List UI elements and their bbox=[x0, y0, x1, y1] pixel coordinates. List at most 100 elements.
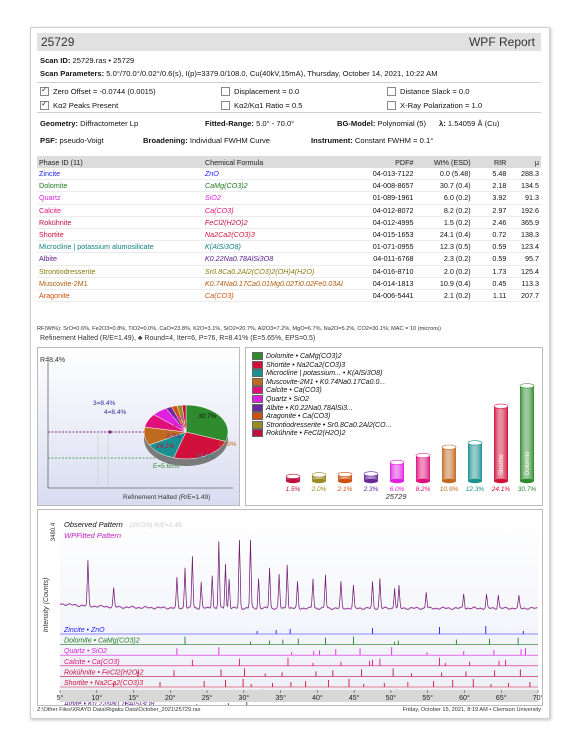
legend-text: Strontiodresserite • Sr0.8Ca0.2Al2(CO... bbox=[266, 421, 392, 429]
range-line: Fitted-Range: 5.0° - 70.0° bbox=[205, 119, 294, 128]
range-value: 5.0° - 70.0° bbox=[256, 119, 295, 128]
phase-rir: 2.97 bbox=[472, 204, 509, 217]
legend-swatch bbox=[252, 412, 263, 421]
col-header-2: PDF# bbox=[355, 156, 416, 168]
table-row: Albite K0.22Na0.78AlSi3O8 04-011-6768 2.3 (… bbox=[37, 252, 541, 266]
bar-shine bbox=[416, 455, 430, 481]
table-row: Zincite ZnO 04-013-7122 0.0 (5.48) 5.48 288.3 bbox=[37, 168, 541, 181]
geometry-value: Diffractometer Lp bbox=[80, 119, 139, 128]
legend-item: Microcline | potassium... • K(AlSi3O8) bbox=[252, 369, 382, 379]
scan-id-line: Scan ID: 25729.ras • 25729 bbox=[40, 56, 134, 65]
legend-swatch bbox=[252, 403, 263, 412]
round4-label: 4=8.4% bbox=[104, 409, 126, 416]
phase-rir: 1.73 bbox=[472, 265, 509, 278]
option-label: Kα2 Peaks Present bbox=[53, 101, 119, 110]
scan-params-value: 5.0°/70.0°/0.02°/0.6(s), I(p)=3379.0/108… bbox=[106, 69, 438, 78]
legend-text: Shortite • Na2Ca2(CO3)3 bbox=[266, 361, 346, 369]
file-path: Z:\Other Files\XRAYD Data\Rigaku Data\Oc… bbox=[37, 707, 201, 713]
instrument-line: Instrument: Constant FWHM = 0.1° bbox=[311, 136, 433, 145]
phase-wt: 6.0 (0.2) bbox=[415, 191, 473, 205]
phase-row-label: Calcite • Ca(CO3) bbox=[64, 659, 120, 666]
x-tick-label: 5° bbox=[57, 694, 64, 702]
legend-text: Dolomite • CaMg(CO3)2 bbox=[266, 352, 342, 360]
phase-formula: ZnO bbox=[202, 168, 356, 181]
fitted-legend: WPFitted Pattern bbox=[64, 531, 121, 540]
col-header-0: Phase ID (11) bbox=[37, 156, 203, 168]
option-checkbox[interactable] bbox=[40, 99, 49, 110]
bar-shine bbox=[390, 462, 404, 481]
option-checkbox[interactable] bbox=[221, 101, 230, 110]
option-checkbox[interactable] bbox=[221, 87, 230, 96]
option-6[interactable]: X-Ray Polarization = 1.0 bbox=[387, 101, 482, 110]
phase-rir: 0.59 bbox=[472, 252, 509, 266]
option-label: X-Ray Polarization = 1.0 bbox=[400, 101, 483, 110]
phase-mu: 113.3 bbox=[508, 277, 541, 290]
x-tick-label: 70° bbox=[533, 694, 542, 702]
x-axis-band bbox=[60, 690, 538, 702]
bar-value-label: 6.0% bbox=[390, 486, 405, 493]
legend-swatch bbox=[252, 352, 263, 360]
option-label: Zero Offset = -0.0744 (0.0015) bbox=[53, 87, 156, 96]
phase-wt: 2.0 (0.2) bbox=[415, 265, 473, 278]
phase-wt: 12.3 (0.5) bbox=[415, 240, 473, 254]
psf-line: PSF: pseudo-Voigt bbox=[40, 136, 104, 145]
convergence-panel: R=8.4% 3=8.4% 4=8.4% E=5.65% Refinement … bbox=[37, 347, 240, 506]
phase-name: Calcite bbox=[37, 204, 203, 217]
table-row: Microcline | potassium alumosilicate K(Al… bbox=[37, 240, 541, 254]
option-checkbox[interactable] bbox=[387, 87, 396, 96]
phase-formula: FeCl2(H2O)2 bbox=[202, 216, 356, 229]
legend-text: Calcite • Ca(CO3) bbox=[266, 387, 322, 395]
phase-rir: 3.92 bbox=[472, 191, 509, 205]
col-header-4: RIR bbox=[472, 156, 509, 168]
option-5[interactable]: Kα2/Kα1 Ratio = 0.5 bbox=[221, 101, 303, 110]
phase-name: Microcline | potassium alumosilicate bbox=[37, 240, 203, 254]
bar-value-label: 2.1% bbox=[337, 486, 353, 493]
option-4[interactable]: Kα2 Peaks Present bbox=[40, 99, 119, 110]
r-label: R=8.4% bbox=[40, 357, 65, 364]
lambda-line: λ: 1.54059 Å (Cu) bbox=[439, 119, 499, 128]
ghost-title: (25729) R/E=1.49 bbox=[130, 522, 182, 529]
legend-item: Shortite • Na2Ca2(CO3)3 bbox=[252, 360, 346, 371]
option-3[interactable]: Distance Slack = 0.0 bbox=[387, 87, 469, 96]
col-header-1: Chemical Formula bbox=[202, 156, 356, 168]
bar-base bbox=[416, 478, 430, 484]
refinement-status: Refinement Halted (R/E=1.49), ♣ Round=4,… bbox=[40, 335, 316, 342]
option-label: Distance Slack = 0.0 bbox=[400, 87, 470, 96]
pie-slice bbox=[181, 404, 187, 433]
legend-text: Albite • K0.22Na0.78AlSi3... bbox=[266, 404, 353, 412]
x-tick-label: 60° bbox=[459, 694, 470, 702]
bar-top bbox=[337, 471, 353, 477]
divider bbox=[37, 112, 541, 113]
legend-item: Calcite • Ca(CO3) bbox=[252, 386, 322, 396]
bg-value: Polynomial (5) bbox=[377, 119, 427, 128]
phase-formula: Ca(CO3) bbox=[202, 289, 356, 303]
phase-pdf: 04-015-1653 bbox=[355, 228, 416, 242]
bar-top bbox=[285, 473, 301, 479]
legend-item: Muscovite-2M1 • K0.74Na0.17Ca0.0... bbox=[252, 377, 385, 388]
phase-name: Aragonite bbox=[37, 289, 203, 303]
bar-name-label: Dolomite bbox=[525, 451, 531, 475]
phase-rir: 0.72 bbox=[472, 228, 509, 242]
phase-rir: 5.48 bbox=[472, 168, 509, 181]
table-row: Rokühnite FeCl2(H2O)2 04-012-4995 1.5 (0.2)… bbox=[37, 216, 541, 229]
bar-panel: Dolomite • CaMg(CO3)2 Shortite • Na2Ca2(C… bbox=[245, 347, 543, 506]
bar-chart: 1.5% 2.0% 2.1% 2.3% 6.0% 8.2% 10.9% 12.3% 24.1% S… bbox=[285, 383, 536, 501]
phase-row-label: Quartz • SiO2 bbox=[64, 648, 107, 655]
legend-item: Dolomite • CaMg(CO3)2 bbox=[252, 352, 342, 362]
bar-top bbox=[415, 453, 431, 459]
bar-top bbox=[441, 444, 457, 450]
x-tick-label: 55° bbox=[422, 694, 433, 702]
phase-rir: 2.18 bbox=[472, 179, 509, 193]
option-checkbox[interactable] bbox=[40, 85, 49, 96]
phase-pdf: 01-071-0955 bbox=[355, 240, 416, 254]
option-2[interactable]: Displacement = 0.0 bbox=[221, 87, 299, 96]
bar-shine bbox=[520, 385, 534, 481]
bg-label: BG-Model: bbox=[337, 119, 376, 128]
phase-formula: Ca(CO3) bbox=[202, 204, 356, 217]
option-1[interactable]: Zero Offset = -0.0744 (0.0015) bbox=[40, 85, 156, 96]
bar-top bbox=[467, 440, 483, 446]
phase-formula: CaMg(CO3)2 bbox=[202, 179, 356, 193]
option-checkbox[interactable] bbox=[387, 101, 396, 110]
phase-row-label: Shortite • Na2Ca2(CO3)3 bbox=[64, 680, 143, 687]
phase-formula: Na2Ca2(CO3)3 bbox=[202, 228, 356, 242]
